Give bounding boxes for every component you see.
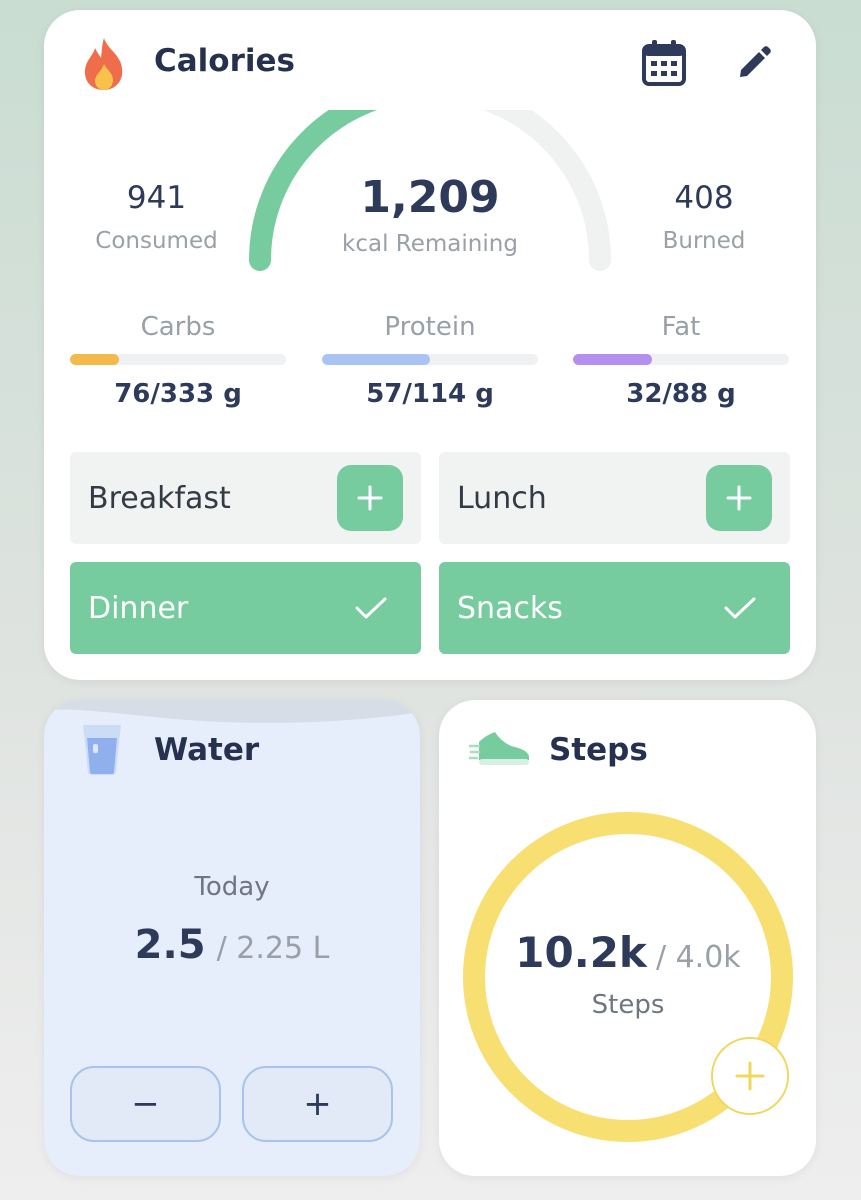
plus-icon: [357, 485, 383, 511]
steps-ring-progress: [463, 812, 793, 1142]
calories-card: Calories 941 Consumed 1,209 kcal Remaini…: [44, 10, 816, 680]
macro-fat-name: Fat: [661, 312, 701, 342]
burned-label: Burned: [662, 228, 746, 254]
water-title: Water: [154, 732, 260, 768]
remaining-value: 1,209: [360, 172, 500, 223]
meal-snacks[interactable]: Snacks: [439, 562, 790, 654]
water-amount: 2.5 / 2.25 L: [44, 922, 420, 968]
macro-protein: Protein 57/114 g: [322, 312, 538, 409]
add-steps-button[interactable]: [711, 1037, 789, 1115]
steps-goal: / 4.0k: [655, 940, 741, 975]
steps-card: Steps 10.2k / 4.0k Steps: [439, 700, 816, 1176]
water-card: Water Today 2.5 / 2.25 L − +: [44, 700, 420, 1176]
add-breakfast-button[interactable]: [337, 465, 403, 531]
macro-protein-name: Protein: [384, 312, 476, 342]
steps-current: 10.2k: [515, 928, 647, 977]
macro-fat-value: 32/88 g: [626, 379, 736, 409]
macro-fat-bar: [573, 354, 789, 365]
calories-title: Calories: [154, 43, 295, 79]
meal-breakfast[interactable]: Breakfast: [70, 452, 421, 544]
steps-title: Steps: [549, 732, 648, 768]
calories-gauge: [249, 110, 611, 271]
water-current: 2.5: [134, 922, 206, 968]
steps-amount: 10.2k / 4.0k: [461, 928, 795, 977]
meal-breakfast-label: Breakfast: [88, 480, 231, 516]
steps-ring: [463, 812, 793, 1142]
macro-fat: Fat 32/88 g: [573, 312, 789, 409]
meal-snacks-label: Snacks: [457, 590, 563, 626]
meal-dinner-label: Dinner: [88, 590, 189, 626]
macro-carbs-fill: [70, 354, 120, 365]
check-icon: [355, 597, 387, 619]
calendar-icon[interactable]: [642, 40, 686, 86]
macro-carbs-bar: [70, 354, 286, 365]
add-lunch-button[interactable]: [706, 465, 772, 531]
sneaker-icon: [469, 732, 529, 765]
remaining-label: kcal Remaining: [342, 231, 518, 257]
macro-fat-fill: [573, 354, 652, 365]
check-icon: [724, 597, 756, 619]
macro-protein-bar: [322, 354, 538, 365]
macro-carbs-name: Carbs: [140, 312, 216, 342]
macro-protein-fill: [322, 354, 430, 365]
consumed-value: 941: [126, 180, 187, 216]
meal-lunch-label: Lunch: [457, 480, 547, 516]
water-wave: [44, 700, 420, 723]
water-glass-icon: [83, 725, 121, 775]
water-period-label: Today: [194, 872, 270, 902]
macro-carbs: Carbs 76/333 g: [70, 312, 286, 409]
water-decrease-button[interactable]: −: [70, 1066, 221, 1142]
meal-dinner[interactable]: Dinner: [70, 562, 421, 654]
consumed-label: Consumed: [95, 228, 218, 254]
pencil-icon[interactable]: [737, 46, 771, 80]
flame-icon: [84, 38, 123, 90]
plus-icon: [735, 1061, 765, 1091]
gauge-progress-arc: [249, 110, 378, 271]
plus-icon: [726, 485, 752, 511]
water-increase-button[interactable]: +: [242, 1066, 393, 1142]
water-goal: / 2.25 L: [216, 931, 330, 966]
burned-value: 408: [674, 180, 734, 216]
meal-lunch[interactable]: Lunch: [439, 452, 790, 544]
macro-carbs-value: 76/333 g: [114, 379, 242, 409]
macro-protein-value: 57/114 g: [366, 379, 494, 409]
steps-unit-label: Steps: [591, 990, 665, 1020]
